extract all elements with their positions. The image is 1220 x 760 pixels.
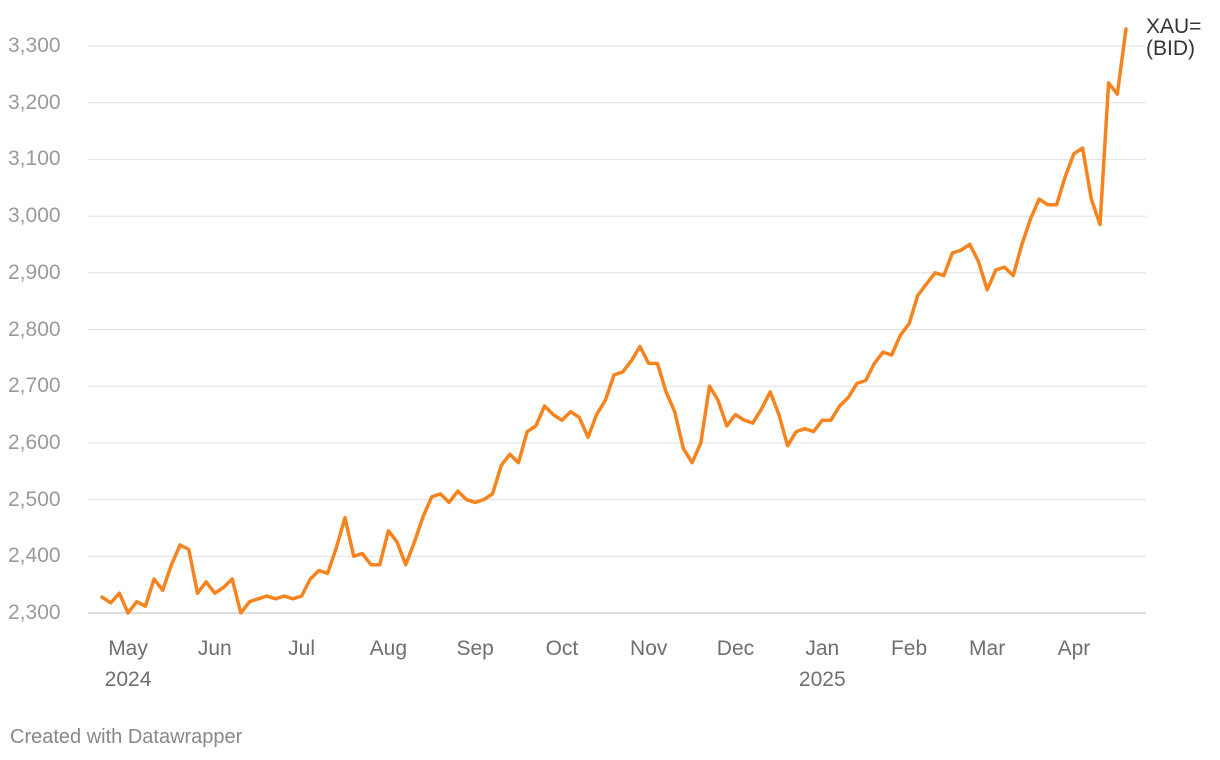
y-tick-label: 3,000: [8, 204, 61, 228]
y-tick-label: 2,400: [8, 544, 61, 568]
x-tick-label: Aug: [369, 637, 408, 660]
x-tick-label: Nov: [630, 637, 668, 660]
source: Created with Datawrapper: [10, 726, 243, 748]
x-tick-label: Jul: [288, 637, 316, 660]
series-label: XAU= (BID): [1146, 15, 1202, 60]
y-tick-label: 3,200: [8, 90, 61, 114]
x-tick-label: Jan 2025: [798, 637, 846, 691]
x-tick-label: Dec: [716, 637, 755, 660]
y-tick-label: 2,300: [8, 601, 61, 624]
y-tick-label: 2,800: [8, 317, 61, 341]
x-tick-label: Sep: [456, 637, 494, 660]
x-tick-label: Feb: [890, 637, 928, 660]
x-tick-label: Mar: [969, 637, 1006, 660]
y-tick-label: 3,300: [8, 34, 61, 57]
x-tick-label: Jun: [197, 637, 232, 660]
y-tick-label: 2,500: [8, 487, 61, 511]
y-tick-label: 2,700: [8, 374, 61, 398]
x-tick-label: May 2024: [104, 637, 152, 691]
x-tick-label: Apr: [1057, 637, 1091, 660]
y-tick-label: 3,100: [8, 147, 61, 171]
line: [100, 27, 1128, 615]
y-tick-label: 2,600: [8, 430, 61, 454]
x-tick-label: Oct: [545, 637, 579, 660]
y-tick-label: 2,900: [8, 260, 61, 284]
